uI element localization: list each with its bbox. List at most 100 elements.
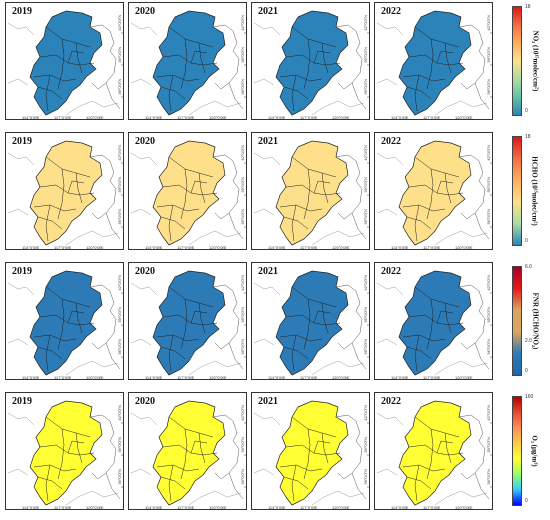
lat-label: 42°0'0"N — [486, 15, 491, 31]
map-svg — [376, 140, 492, 249]
map-svg — [376, 270, 492, 379]
lon-label: 114°0'0"E — [268, 115, 286, 120]
lat-label: 36°0'0"N — [363, 79, 368, 95]
lat-label: 36°0'0"N — [486, 209, 491, 225]
city-boundary — [67, 440, 85, 454]
lat-label: 42°0'0"N — [240, 275, 245, 291]
lon-label: 117°0'0"E — [300, 115, 318, 120]
map-svg — [253, 400, 369, 509]
region-outline — [275, 270, 349, 376]
city-boundary — [190, 310, 208, 324]
coastline — [458, 24, 490, 110]
lat-label: 36°0'0"N — [363, 209, 368, 225]
city-boundary — [436, 180, 454, 194]
colorbar-hcho — [512, 136, 522, 246]
city-boundary — [156, 204, 200, 212]
colorbar-title-wrap: HCHO (10¹⁵molec/cm²) — [521, 136, 549, 246]
city-boundary — [313, 440, 331, 454]
lat-label: 36°0'0"N — [363, 469, 368, 485]
colorbar-max-label: 18 — [525, 4, 531, 10]
lat-label: 42°0'0"N — [240, 15, 245, 31]
lat-label: 39°0'0"N — [363, 177, 368, 193]
city-boundary — [321, 42, 329, 74]
lat-label: 36°0'0"N — [486, 79, 491, 95]
year-label: 2019 — [12, 396, 32, 407]
region-fill — [30, 141, 102, 245]
city-boundary — [37, 346, 63, 360]
year-label: 2022 — [381, 396, 401, 407]
colorbar-title: O₃ (μg/m³) — [531, 435, 539, 467]
lat-label: 36°0'0"N — [240, 469, 245, 485]
city-boundary — [406, 86, 432, 100]
map-svg — [376, 400, 492, 509]
map-svg — [7, 400, 123, 509]
lat-label: 39°0'0"N — [363, 307, 368, 323]
lat-label: 36°0'0"N — [486, 339, 491, 355]
colorbar-mid-label: 2.0 — [525, 338, 532, 344]
colorbar-max-label: 6.0 — [525, 264, 532, 270]
colorbar-title: HCHO (10¹⁵molec/cm²) — [531, 156, 540, 226]
neighbor-boundary — [7, 152, 119, 246]
lat-label: 42°0'0"N — [363, 15, 368, 31]
city-boundary — [45, 334, 51, 372]
city-boundary — [303, 298, 311, 350]
city-boundary — [67, 310, 85, 324]
lon-label: 120°0'0"E — [332, 505, 350, 510]
city-boundary — [436, 50, 454, 64]
colorbar-min-label: 0 — [525, 498, 528, 504]
map-svg — [253, 10, 369, 119]
colorbar-no2 — [512, 6, 522, 116]
lat-label: 42°0'0"N — [486, 145, 491, 161]
region-outline — [398, 400, 472, 506]
city-boundary — [198, 432, 206, 464]
city-boundary — [160, 346, 186, 360]
lon-label: 120°0'0"E — [455, 505, 473, 510]
map-panel-o3-2021: 2021 42°0'0"N 39°0'0"N 36°0'0"N 114°0'0"E 117… — [251, 392, 370, 510]
lon-label: 114°0'0"E — [145, 115, 163, 120]
year-label: 2019 — [12, 136, 32, 147]
lon-label: 120°0'0"E — [86, 505, 104, 510]
year-label: 2020 — [135, 136, 155, 147]
lat-label: 42°0'0"N — [240, 405, 245, 421]
lat-label: 36°0'0"N — [363, 339, 368, 355]
coastline — [458, 154, 490, 240]
map-panel-no2-2021: 2021 42°0'0"N 39°0'0"N 36°0'0"N 114°0'0"E 117… — [251, 2, 370, 120]
city-boundary — [426, 428, 434, 480]
region-fill — [276, 401, 348, 505]
lon-label: 120°0'0"E — [86, 115, 104, 120]
colorbar-min-label: 0 — [525, 368, 528, 374]
colorbar-o3 — [512, 396, 522, 506]
lat-label: 36°0'0"N — [117, 79, 122, 95]
city-boundary — [426, 298, 434, 350]
lon-label: 117°0'0"E — [54, 115, 72, 120]
lat-label: 36°0'0"N — [486, 469, 491, 485]
lat-label: 42°0'0"N — [486, 275, 491, 291]
coastline — [89, 154, 121, 240]
city-boundary — [321, 172, 329, 204]
city-boundary — [45, 416, 91, 438]
lon-label: 120°0'0"E — [455, 375, 473, 380]
city-boundary — [67, 180, 85, 194]
year-label: 2021 — [258, 266, 278, 277]
lon-label: 120°0'0"E — [86, 245, 104, 250]
lon-label: 120°0'0"E — [209, 245, 227, 250]
coastline — [212, 24, 244, 110]
lon-label: 117°0'0"E — [423, 505, 441, 510]
city-boundary — [160, 86, 186, 100]
map-svg — [130, 400, 246, 509]
lat-label: 39°0'0"N — [240, 177, 245, 193]
city-boundary — [402, 74, 446, 82]
lon-label: 120°0'0"E — [209, 375, 227, 380]
lat-label: 39°0'0"N — [117, 47, 122, 63]
lat-label: 39°0'0"N — [117, 307, 122, 323]
map-panel-o3-2022: 2022 42°0'0"N 39°0'0"N 36°0'0"N 114°0'0"E 117… — [374, 392, 493, 510]
city-boundary — [402, 464, 446, 472]
lat-label: 36°0'0"N — [240, 339, 245, 355]
city-boundary — [283, 346, 309, 360]
neighbor-boundary — [253, 152, 365, 246]
city-boundary — [313, 180, 331, 194]
region-fill — [399, 401, 471, 505]
year-label: 2020 — [135, 266, 155, 277]
colorbar-title-wrap: O₃ (μg/m³) — [521, 396, 549, 506]
map-svg — [130, 140, 246, 249]
